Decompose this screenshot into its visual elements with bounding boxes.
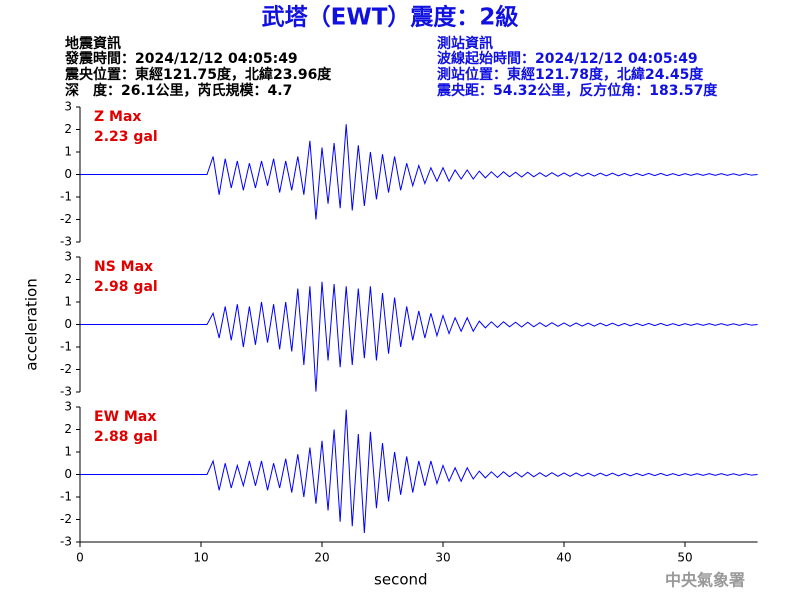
x-axis-label: second	[374, 571, 428, 589]
info-left: 震央位置：東經121.75度，北緯23.96度	[64, 66, 332, 83]
info-right: 測站位置：東經121.78度，北緯24.45度	[437, 66, 704, 83]
max-label: 2.88 gal	[94, 429, 158, 445]
info-right: 測站資訊	[437, 35, 493, 52]
y-tick-label: -2	[60, 362, 72, 376]
channel-name: NS Max	[94, 259, 153, 275]
x-tick-label: 40	[556, 551, 571, 565]
y-tick-label: -3	[60, 385, 72, 399]
y-tick-label: 0	[64, 167, 72, 181]
y-tick-label: -1	[60, 190, 72, 204]
y-tick-label: 1	[64, 145, 72, 159]
y-tick-label: -3	[60, 535, 72, 549]
y-tick-label: -1	[60, 490, 72, 504]
y-tick-label: 2	[64, 422, 72, 436]
waveform	[80, 281, 758, 392]
y-tick-label: -2	[60, 512, 72, 526]
y-tick-label: -2	[60, 212, 72, 226]
waveform	[80, 409, 758, 534]
x-tick-label: 50	[677, 551, 692, 565]
chart-title: 武塔（EWT）震度：2級	[262, 4, 519, 31]
x-tick-label: 0	[76, 551, 84, 565]
info-right: 震央距：54.32公里，反方位角：183.57度	[436, 82, 718, 99]
y-tick-label: 3	[64, 400, 72, 414]
info-right: 波線起始時間：2024/12/12 04:05:49	[437, 50, 698, 67]
info-left: 發震時間：2024/12/12 04:05:49	[64, 50, 298, 67]
max-label: 2.23 gal	[94, 129, 158, 145]
info-left: 深 度：26.1公里，芮氏規模：4.7	[65, 82, 292, 99]
waveform	[80, 124, 758, 220]
y-tick-label: 0	[64, 467, 72, 481]
max-label: 2.98 gal	[94, 279, 158, 295]
channel-name: Z Max	[94, 109, 141, 125]
footer: 中央氣象署	[665, 571, 745, 590]
x-tick-label: 10	[193, 551, 208, 565]
x-tick-label: 20	[314, 551, 329, 565]
y-tick-label: 0	[64, 317, 72, 331]
x-tick-label: 30	[435, 551, 450, 565]
info-left: 地震資訊	[65, 35, 121, 52]
y-tick-label: 3	[64, 100, 72, 114]
y-tick-label: 3	[64, 250, 72, 264]
y-tick-label: -3	[60, 235, 72, 249]
y-tick-label: 2	[64, 272, 72, 286]
channel-name: EW Max	[94, 409, 156, 425]
y-tick-label: 2	[64, 122, 72, 136]
y-tick-label: -1	[60, 340, 72, 354]
y-axis-label: acceleration	[23, 278, 41, 370]
y-tick-label: 1	[64, 445, 72, 459]
y-tick-label: 1	[64, 295, 72, 309]
